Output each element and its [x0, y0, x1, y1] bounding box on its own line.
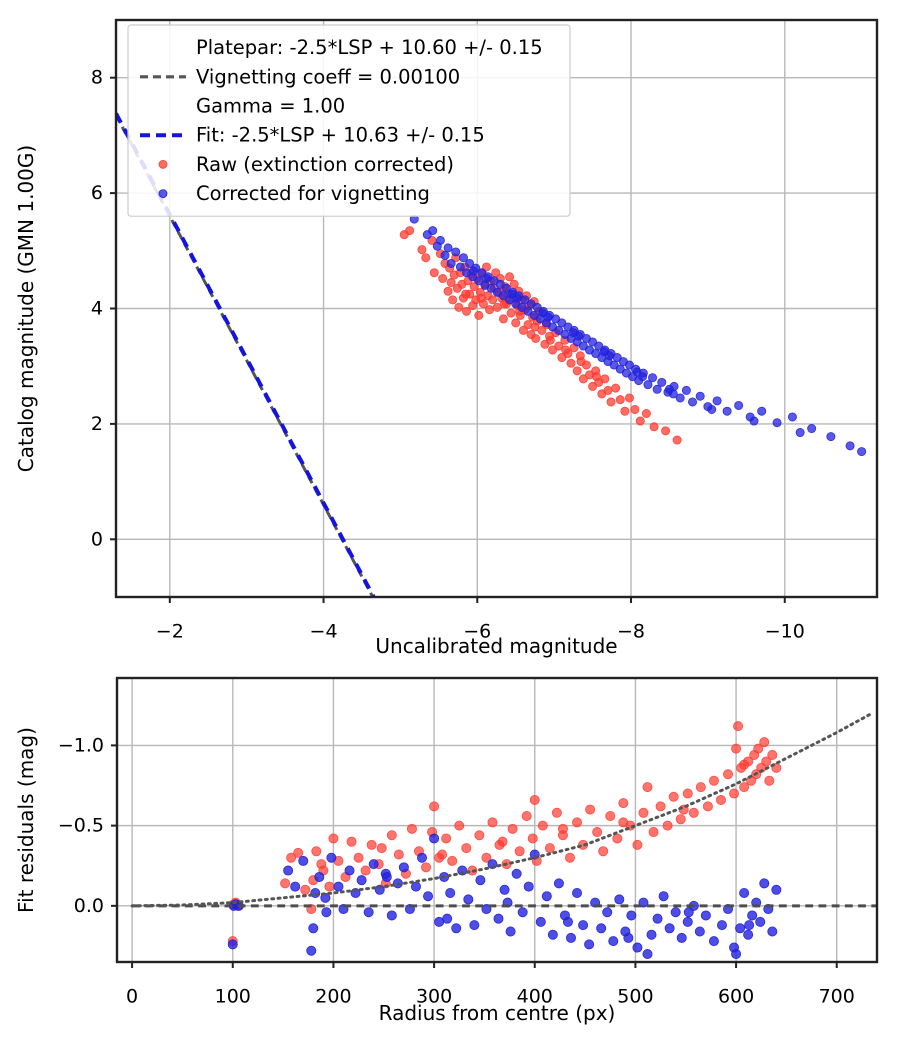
legend-entry-corrected[interactable]: Corrected for vignetting [158, 182, 430, 205]
legend-entry-platepar[interactable]: Platepar: -2.5*LSP + 10.60 +/- 0.15 [196, 36, 543, 59]
legend-handle-dot-red [158, 159, 168, 169]
series-corrected-for-vignetting [409, 214, 867, 457]
legend-handle-dot-blue [158, 189, 168, 199]
y-tick-label: −1.0 [58, 734, 104, 756]
x-tick-label: 0 [126, 986, 138, 1008]
x-tick-label: 600 [718, 986, 754, 1008]
legend-label: Gamma = 1.00 [196, 95, 345, 118]
y-tick-label: 8 [91, 67, 103, 89]
legend: Platepar: -2.5*LSP + 10.60 +/- 0.15 Vigne… [127, 24, 571, 217]
x-tick-label: −8 [617, 621, 645, 643]
x-tick-label: 300 [416, 986, 452, 1008]
y-tick-label: 2 [91, 413, 103, 435]
x-tick-label: −4 [310, 621, 338, 643]
x-axis-label: Uncalibrated magnitude [375, 634, 617, 658]
y-axis-label: Catalog magnitude (GMN 1.00G) [14, 145, 38, 472]
legend-entry-fit[interactable]: Fit: -2.5*LSP + 10.63 +/- 0.15 [140, 124, 485, 147]
legend-entry-vignetting-coeff[interactable]: Vignetting coeff = 0.00100 [140, 65, 460, 88]
x-tick-label: 100 [215, 986, 251, 1008]
legend-label: Fit: -2.5*LSP + 10.63 +/- 0.15 [196, 124, 485, 147]
legend-label: Corrected for vignetting [196, 182, 430, 205]
vignetting-curve [130, 711, 874, 908]
y-tick-label: 0.0 [74, 895, 104, 917]
axes-frame [115, 676, 879, 964]
x-tick-label: −6 [463, 621, 491, 643]
y-axis-label: Fit residuals (mag) [14, 727, 38, 913]
x-tick-label: −10 [765, 621, 805, 643]
y-tick-label: 0 [91, 528, 103, 550]
x-tick-label: 700 [819, 986, 855, 1008]
legend-label: Vignetting coeff = 0.00100 [196, 65, 460, 88]
x-tick-label: 400 [517, 986, 553, 1008]
y-tick-label: −0.5 [58, 815, 104, 837]
y-tick-label: 4 [91, 298, 103, 320]
x-tick-label: 500 [617, 986, 653, 1008]
x-axis-label: Radius from centre (px) [379, 1001, 616, 1025]
y-tick-label: 6 [91, 182, 103, 204]
series-corrected-for-vignetting [227, 833, 782, 959]
fit-line [116, 112, 376, 597]
x-tick-label: 200 [315, 986, 351, 1008]
legend-frame [127, 24, 571, 217]
x-tick-label: −2 [156, 621, 184, 643]
legend-label: Platepar: -2.5*LSP + 10.60 +/- 0.15 [196, 36, 543, 59]
series-raw-extinction-corrected [227, 721, 782, 947]
legend-entry-raw[interactable]: Raw (extinction corrected) [158, 153, 454, 176]
legend-entry-gamma[interactable]: Gamma = 1.00 [196, 95, 345, 118]
legend-label: Raw (extinction corrected) [196, 153, 454, 176]
